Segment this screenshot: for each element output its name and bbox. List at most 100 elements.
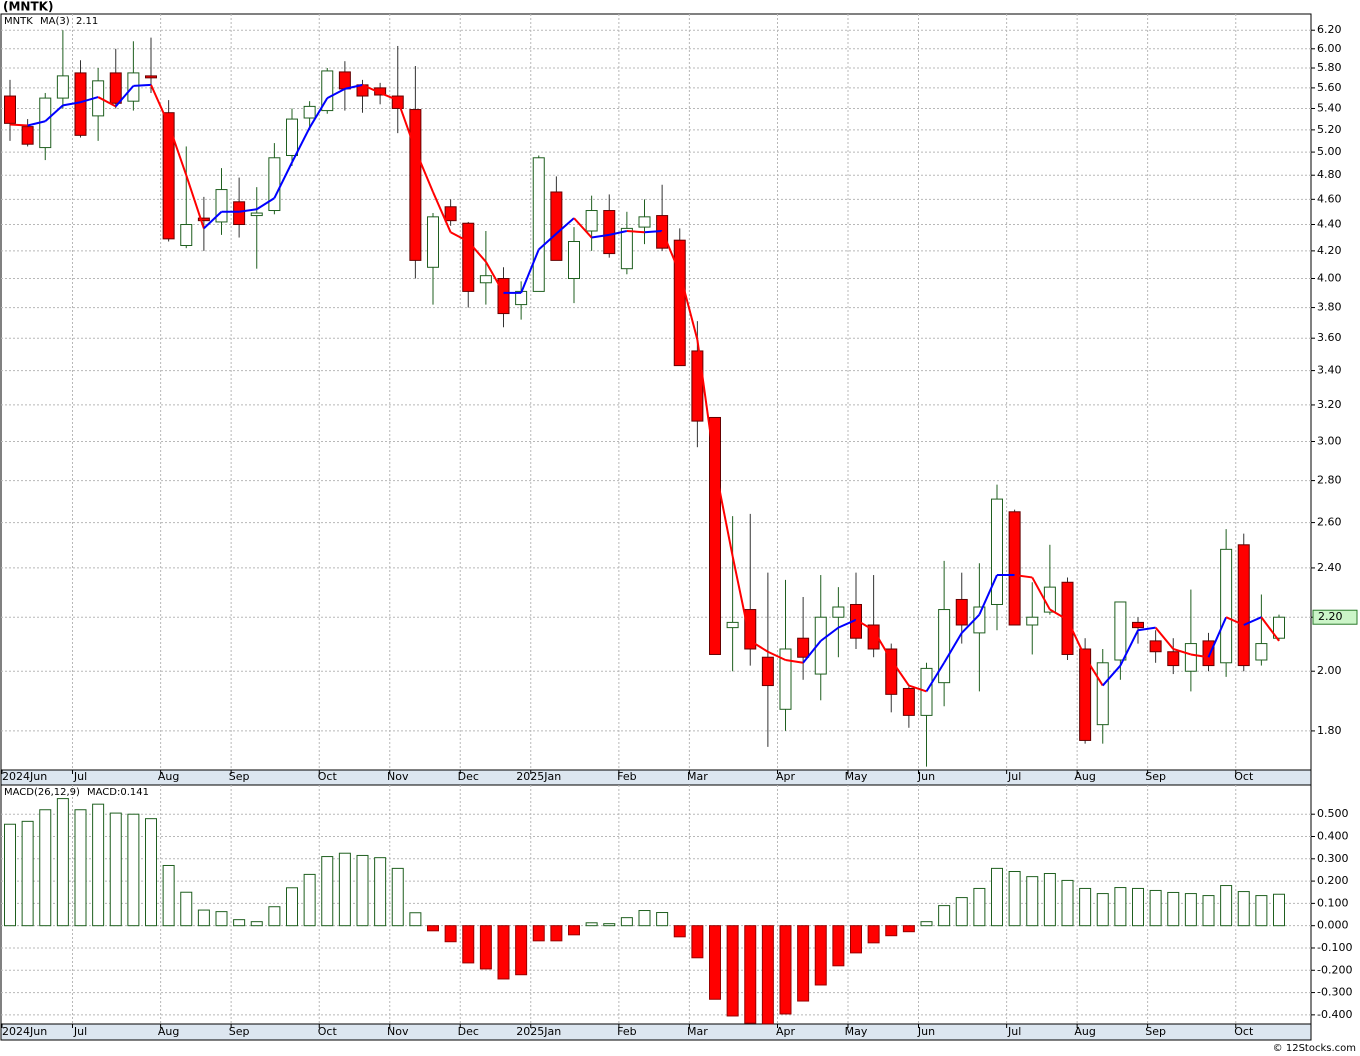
y-tick-label: 4.20: [1317, 244, 1342, 257]
macd-bar: [162, 864, 175, 927]
ma-segment: [1243, 616, 1262, 626]
candle-body: [902, 687, 915, 716]
macd-bar: [1043, 873, 1056, 927]
ma-segment: [133, 83, 152, 87]
ma-segment: [591, 233, 610, 239]
candle-body: [497, 278, 510, 315]
macd-bar: [427, 925, 439, 932]
x-tick-label: May: [845, 1025, 868, 1038]
candle-body: [21, 126, 34, 145]
x-tick-label: Oct: [318, 770, 338, 783]
x-tick-label: May: [845, 770, 868, 783]
candle-body: [867, 624, 880, 650]
macd-bar: [656, 912, 669, 927]
candle-body: [462, 222, 475, 292]
ma-segment: [1154, 626, 1175, 650]
y-tick-label: 0.100: [1317, 896, 1349, 909]
macd-bar: [39, 809, 52, 927]
candle-body: [1061, 581, 1074, 655]
macd-bar: [391, 867, 404, 927]
y-tick-label: 2.00: [1317, 664, 1342, 677]
x-tick-label: Dec: [458, 770, 479, 783]
ma-segment: [1172, 648, 1192, 656]
macd-bar: [1149, 889, 1162, 927]
candle-body: [885, 648, 898, 695]
macd-bar: [1184, 893, 1197, 927]
ma-segment: [978, 574, 998, 616]
x-tick-label: Aug: [158, 770, 179, 783]
ma-segment: [344, 83, 363, 90]
y-tick-label: 5.40: [1317, 101, 1342, 114]
y-tick-label: 4.60: [1317, 192, 1342, 205]
candle-body: [603, 210, 616, 255]
ma-segment: [837, 618, 857, 629]
ma-segment: [9, 123, 28, 127]
y-tick-label: 5.60: [1317, 81, 1342, 94]
ma-segment: [185, 174, 205, 229]
macd-bar: [550, 925, 563, 942]
footer: © 12Stocks.com: [1273, 1043, 1356, 1054]
ma-segment: [555, 217, 575, 235]
ma-segment: [749, 640, 769, 653]
candle-body: [638, 216, 651, 228]
candle-body: [779, 648, 792, 710]
candle-body: [286, 118, 298, 156]
ma-segment: [520, 249, 540, 294]
ma-segment: [961, 613, 981, 634]
y-tick-label: 0.300: [1317, 852, 1349, 865]
macd-bar: [303, 873, 316, 927]
candle-body: [832, 606, 845, 618]
x-tick-label: Oct: [318, 1025, 338, 1038]
candle-body: [180, 224, 193, 246]
candle-body: [1079, 648, 1092, 741]
y-tick-label: 3.20: [1317, 398, 1342, 411]
y-tick-label: 0.200: [1317, 874, 1349, 887]
ma-segment: [538, 232, 558, 251]
macd-bar: [1273, 893, 1285, 927]
candle-body: [585, 210, 598, 232]
ma-segment: [802, 640, 822, 664]
macd-bar: [215, 911, 228, 927]
y-tick-label: 2.60: [1317, 516, 1342, 529]
candle-body: [1026, 616, 1039, 626]
ma-segment: [27, 120, 46, 127]
ma-segment: [609, 230, 628, 236]
y-tick-label: 4.00: [1317, 272, 1342, 285]
ma-segment: [908, 684, 927, 693]
x-tick-label: Aug: [1074, 770, 1095, 783]
candle-body: [550, 191, 563, 261]
x-tick-label: Sep: [229, 770, 250, 783]
macd-bar: [867, 925, 880, 944]
ma-segment: [1084, 656, 1104, 687]
ma-segment: [626, 229, 645, 234]
legend-ma: MA(3): [40, 16, 70, 27]
legend-ma-value: 2.11: [76, 16, 98, 27]
x-tick-label: Sep: [1145, 1025, 1166, 1038]
macd-bar: [585, 922, 598, 927]
candle-body: [726, 621, 739, 629]
macd-bar: [850, 925, 862, 954]
candle-body: [673, 239, 686, 367]
macd-bar: [761, 925, 774, 1025]
candle-body: [109, 72, 122, 104]
candle-body: [1202, 640, 1215, 667]
candle-body: [303, 105, 316, 119]
macd-bar: [973, 887, 986, 927]
y-tick-label: 2.80: [1317, 474, 1342, 487]
x-tick-label: Jun: [917, 1025, 935, 1038]
y-tick-label: 6.20: [1317, 23, 1342, 36]
candle-body: [444, 206, 457, 222]
ma-segment: [414, 149, 434, 193]
ma-segment: [943, 632, 963, 664]
ma-segment: [203, 211, 223, 230]
macd-bar: [744, 925, 757, 1024]
ma-segment: [1207, 616, 1228, 658]
x-tick-label: Jul: [1007, 770, 1021, 783]
candle-body: [1220, 548, 1233, 664]
ma-segment: [485, 261, 505, 294]
x-tick-label: Nov: [387, 1025, 409, 1038]
macd-bar: [127, 813, 140, 927]
y-tick-label: 6.00: [1317, 42, 1342, 55]
macd-bar: [814, 925, 827, 986]
macd-title: MACD(26,12,9): [4, 787, 80, 798]
